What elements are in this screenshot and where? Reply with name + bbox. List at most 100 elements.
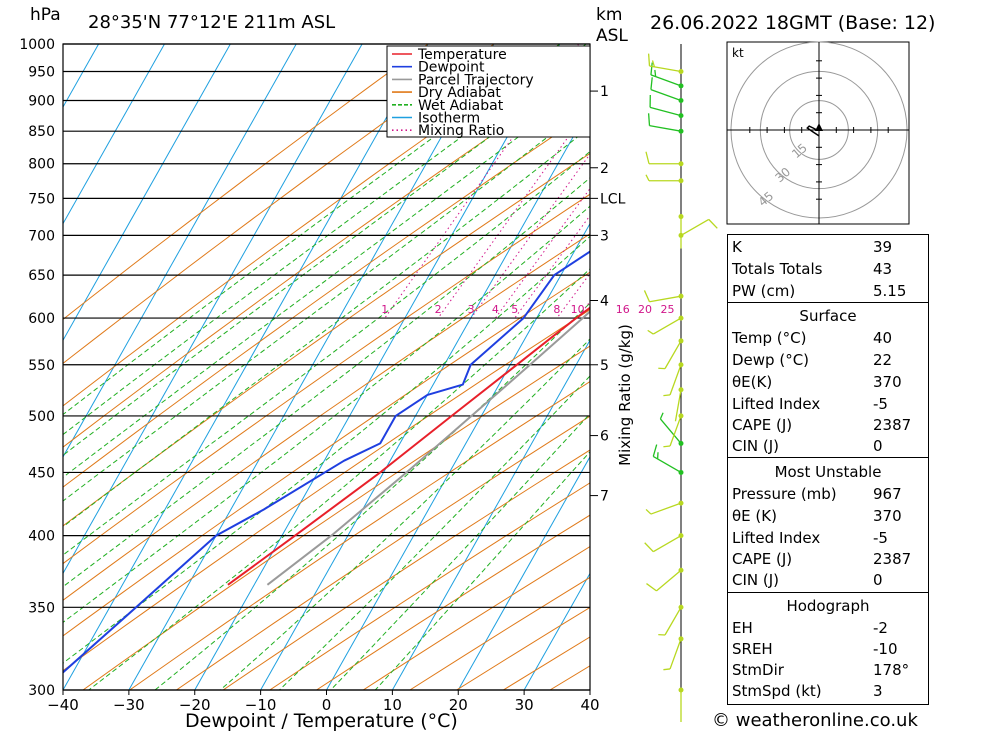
wind-barb-flag (654, 69, 657, 77)
wind-barb-staff (652, 535, 682, 553)
pressure-tick-label: 800 (28, 157, 55, 173)
series-dewpoint-line (63, 250, 590, 674)
wind-barb-flag (645, 174, 650, 182)
wind-barb-staff (669, 638, 682, 670)
temperature-tick-label: 10 (383, 696, 402, 714)
wind-barbs (643, 44, 718, 722)
wind-barb-flag (650, 77, 653, 90)
wind-barb-flag (650, 62, 653, 75)
isotherm-line (63, 44, 231, 342)
surface-label: CAPE (J) (732, 416, 793, 434)
index-value: 5.15 (873, 282, 907, 300)
wind-barb (647, 315, 684, 335)
dry-adiabat-line (63, 44, 495, 364)
dry-adiabat-line (176, 415, 590, 690)
index-label: K (732, 238, 742, 256)
wind-barb-flag (663, 394, 671, 397)
legend-entry-label: Wet Adiabat (418, 98, 504, 114)
pressure-tick-label: 650 (28, 268, 55, 284)
temperature-tick-label: −30 (113, 696, 145, 714)
wind-barb-flag (659, 412, 664, 420)
hodograph-label: EH (732, 619, 753, 637)
wind-barb (663, 636, 684, 671)
wet-adiabat-line (63, 44, 587, 436)
isotherm-line (128, 44, 495, 690)
wind-barb-flag (663, 445, 671, 448)
wind-barb-staff (659, 418, 682, 444)
wind-barb (644, 533, 684, 553)
indices-top-panel: K 39 Totals Totals 43 PW (cm) 5.15 (727, 234, 929, 304)
surface-panel: Surface Temp (°C) 40 Dewp (°C) 22 θE(K) … (727, 302, 929, 459)
wind-barb-staff (669, 415, 682, 447)
wind-barb-staff (664, 340, 682, 369)
temperature-tick-label: 0 (322, 696, 332, 714)
surface-title: Surface (799, 307, 857, 325)
wind-barb (663, 413, 684, 448)
wind-barb (663, 362, 684, 397)
dry-adiabat-line (63, 67, 590, 448)
x-axis-title: Dewpoint / Temperature (°C) (185, 710, 458, 732)
pressure-tick-label: 950 (28, 65, 55, 81)
dry-adiabat-line (222, 449, 590, 690)
hodograph-value: 3 (873, 682, 883, 700)
surface-label: Dewp (°C) (732, 351, 810, 369)
wind-barb (658, 338, 684, 370)
hodograph-panel: Hodograph EH -2 SREH -10 StmDir 178° Stm… (727, 592, 929, 705)
wet-adiabat-line (63, 205, 590, 623)
hodograph-title: Hodograph (786, 597, 870, 615)
wind-barb-flag (647, 53, 651, 67)
temperature-tick-label: 30 (515, 696, 534, 714)
wind-barb-flag (708, 218, 718, 229)
hodograph-value: 178° (873, 661, 910, 679)
hodograph-label: StmDir (732, 661, 784, 679)
wind-barb-staff (664, 606, 682, 636)
wind-barb-staff (649, 295, 682, 303)
pressure-tick-label: 750 (28, 191, 55, 207)
copyright-footer: © weatheronline.co.uk (712, 710, 918, 731)
wind-barb-flag (645, 151, 650, 164)
hodograph-label: SREH (732, 640, 773, 658)
temperature-tick-label: −40 (47, 696, 79, 714)
km-tick-label: 4 (600, 293, 609, 309)
dry-adiabat-line (82, 345, 590, 690)
surface-value: 370 (873, 373, 902, 391)
isotherm-line (194, 44, 561, 690)
storm-motion-marker (815, 123, 823, 131)
wind-barb-staff (652, 455, 682, 474)
most-unstable-label: Pressure (mb) (732, 485, 837, 503)
most-unstable-label: Lifted Index (732, 529, 821, 547)
pressure-tick-label: 400 (28, 529, 55, 545)
asl-label: ASL (596, 26, 628, 46)
wind-barb-staff (649, 106, 682, 117)
hodograph-label: StmSpd (kt) (732, 682, 822, 700)
pressure-isobars (63, 43, 590, 691)
wind-barb-flag (651, 60, 656, 68)
legend-entry-label: Temperature (417, 47, 507, 63)
km-tick-label: 7 (600, 489, 609, 505)
mixing-ratio-label: 10 (571, 303, 585, 316)
pressure-tick-label: 1000 (19, 37, 55, 53)
surface-value: 22 (873, 351, 893, 369)
pressure-tick-label: 300 (28, 683, 55, 699)
pressure-tick-label: 500 (28, 409, 55, 425)
mixing-ratio-label: 16 (616, 303, 630, 316)
pressure-tick-label: 600 (28, 311, 55, 327)
km-label: km (596, 5, 623, 25)
wind-barb (678, 687, 684, 722)
mixing-ratio-label: 25 (661, 303, 675, 316)
wind-barb-staff (674, 389, 682, 422)
index-label: PW (cm) (732, 282, 796, 300)
most-unstable-title: Most Unstable (774, 463, 882, 481)
wind-barb (659, 412, 684, 446)
wind-barb-flag (663, 668, 671, 671)
most-unstable-value: -5 (873, 529, 888, 547)
wind-barb-staff (656, 569, 682, 592)
wind-barb-flag (647, 329, 654, 335)
hodograph-value: -10 (873, 640, 898, 658)
dry-adiabat-line (63, 110, 590, 488)
most-unstable-value: 2387 (873, 550, 912, 568)
km-tick-label: 5 (600, 358, 609, 374)
wind-barb-staff (680, 218, 710, 236)
hodograph-unit-label: kt (732, 46, 744, 60)
